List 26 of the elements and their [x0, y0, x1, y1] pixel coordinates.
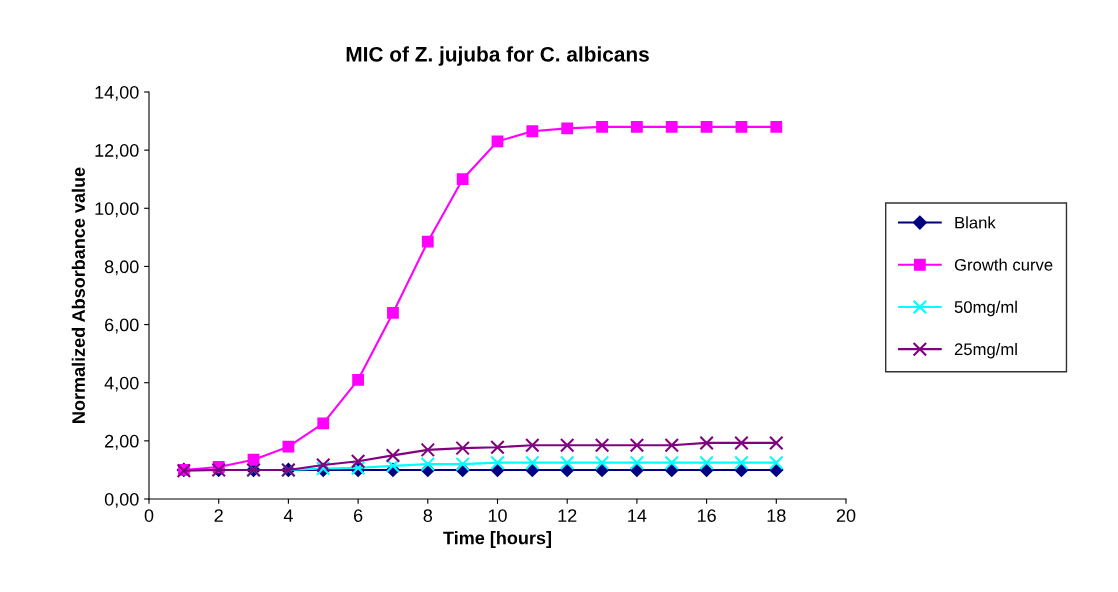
- y-tick-label: 8,00: [104, 260, 139, 276]
- legend-label: 50mg/ml: [954, 300, 1017, 317]
- x-tick-label: 2: [214, 509, 223, 522]
- x-axis-title: Time [hours]: [443, 531, 551, 548]
- x-tick-label: 6: [354, 509, 363, 522]
- y-tick-label: 2,00: [105, 434, 139, 450]
- y-tick-label: 14,00: [95, 85, 139, 101]
- legend-label: Blank: [955, 216, 996, 229]
- x-tick-label: 4: [283, 509, 293, 522]
- y-axis-title: Normalized Absorbance value: [71, 167, 85, 423]
- x-tick-label: 20: [836, 509, 856, 522]
- x-tick-label: 8: [423, 509, 433, 522]
- x-tick-label: 14: [628, 509, 647, 522]
- y-tick-label: 10,00: [95, 202, 139, 218]
- x-tick-label: 0: [144, 509, 154, 522]
- legend-label: Growth curve: [954, 258, 1053, 271]
- x-tick-label: 10: [488, 509, 507, 522]
- y-tick-label: 4,00: [104, 376, 139, 392]
- x-tick-label: 16: [697, 509, 716, 522]
- legend-label: 25mg/ml: [954, 342, 1017, 359]
- x-tick-label: 18: [767, 509, 786, 522]
- chart-title: MIC of Z. jujuba for C. albicans: [346, 46, 649, 66]
- y-tick-label: 6,00: [105, 318, 139, 334]
- y-tick-label: 12,00: [95, 144, 139, 159]
- x-tick-label: 12: [558, 509, 577, 522]
- y-tick-label: 0,00: [104, 492, 139, 508]
